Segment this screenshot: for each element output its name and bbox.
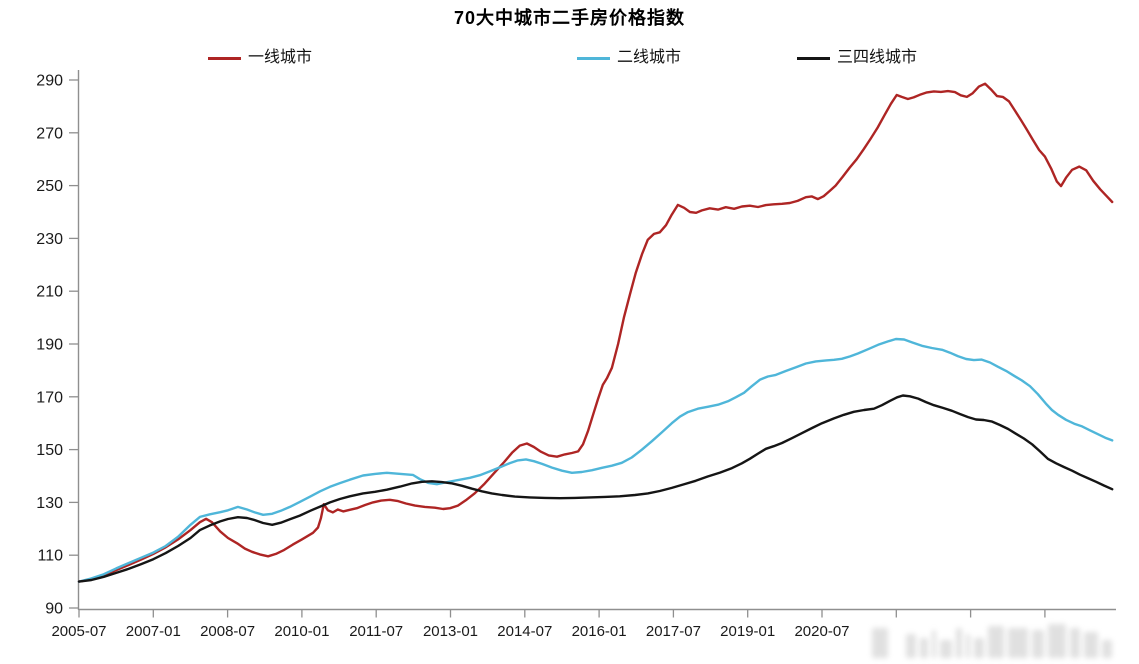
x-tick-label: 2020-07 [794,623,849,640]
series-line-1 [77,82,1114,583]
legend-item-tier2: 二线城市 [577,49,681,67]
y-tick-label: 90 [45,601,63,618]
legend-item-tier34: 三四线城市 [797,49,917,67]
y-tick-label: 150 [36,442,63,459]
tier1-line-swatch-icon [208,56,241,60]
x-tick-label: 2014-07 [497,623,552,640]
x-tick-label: 2017-07 [646,623,701,640]
y-tick-label: 210 [36,284,63,301]
legend-label: 一线城市 [248,49,313,66]
y-tick-label: 270 [36,125,63,142]
y-tick-label: 290 [36,73,63,90]
y-tick-label: 110 [37,548,63,565]
x-tick-label: 2013-01 [423,623,478,640]
y-tick-label: 230 [36,231,63,248]
x-tick-label: 2019-01 [720,623,775,640]
x-tick-label: 2007-01 [126,623,181,640]
x-tick-label: 2005-07 [51,623,106,640]
y-tick-label: 250 [36,178,63,195]
x-tick-label: 2016-01 [572,623,627,640]
x-tick-label: 2010-01 [274,623,329,640]
series-line-3 [77,394,1114,583]
y-tick-label: 130 [36,495,63,512]
y-tick-label: 190 [36,337,63,354]
legend-label: 二线城市 [617,49,682,66]
legend-label: 三四线城市 [837,49,918,66]
x-tick-label: 2011-07 [349,623,403,640]
legend: 一线城市 二线城市 三四线城市 [0,49,1139,67]
tier2-line-swatch-icon [577,56,610,60]
series-line-2 [77,337,1114,583]
tier34-line-swatch-icon [797,56,830,60]
x-tick-label: 2008-07 [200,623,255,640]
chart-title: 70大中城市二手房价格指数 [453,8,686,28]
y-tick-label: 170 [36,389,63,406]
legend-item-tier1: 一线城市 [208,49,312,67]
